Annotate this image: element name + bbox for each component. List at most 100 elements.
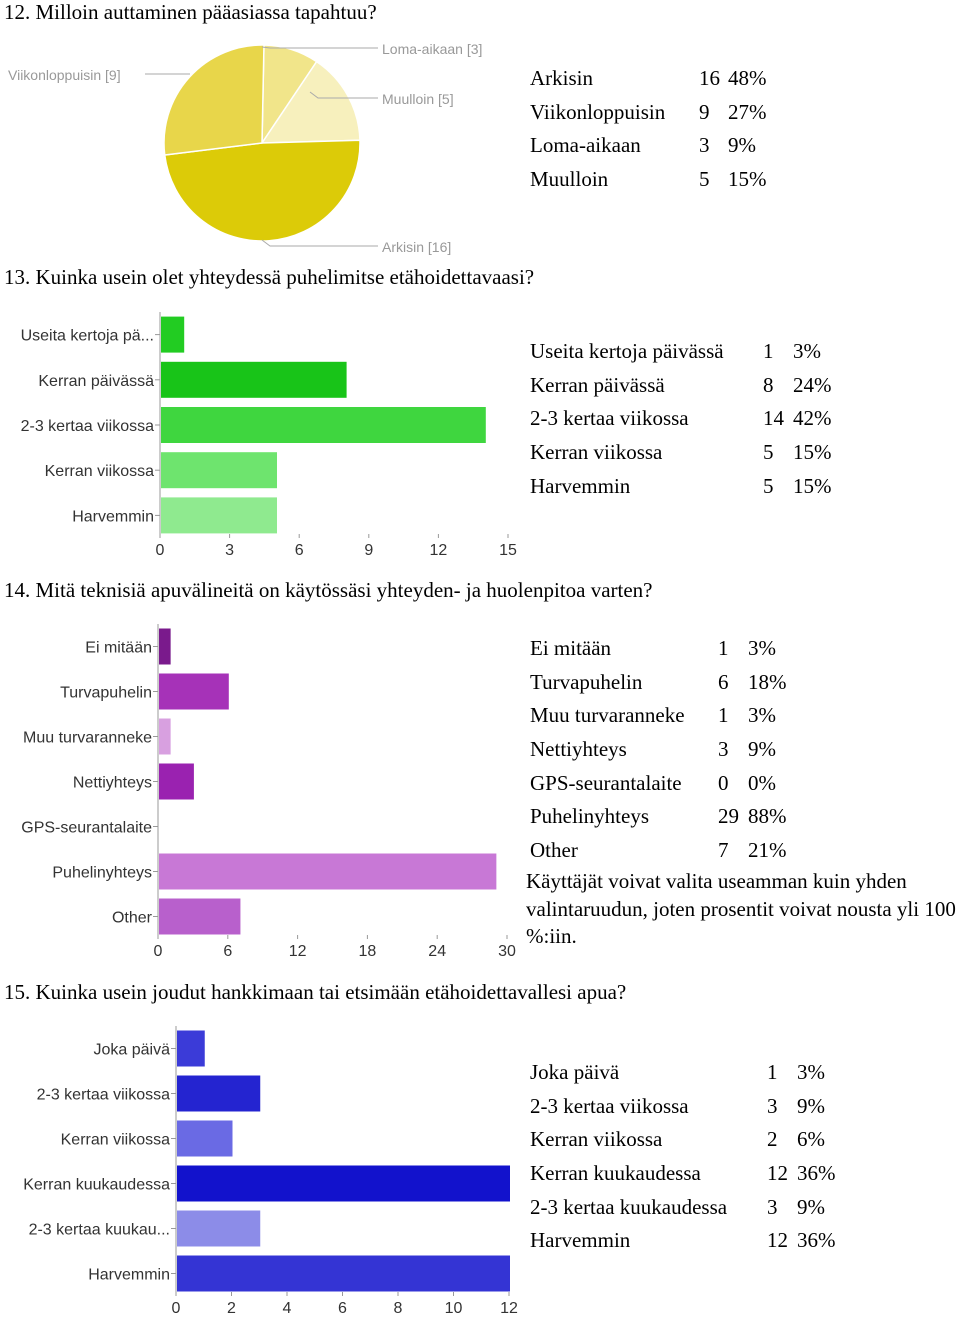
category-label: 2-3 kertaa kuukau...: [29, 1222, 170, 1239]
stat-label: Arkisin: [530, 66, 593, 90]
bar-13-0: [161, 316, 185, 353]
stat-label: Kerran kuukaudessa: [530, 1161, 701, 1186]
category-label: Harvemmin: [72, 508, 154, 525]
question-13-title: 13. Kuinka usein olet yhteydessä puhelim…: [4, 265, 535, 289]
bar-15-4: [177, 1210, 261, 1247]
bar-13-1: [161, 361, 347, 398]
stat-label: Turvapuhelin: [530, 669, 643, 694]
bar-14-5: [159, 853, 497, 890]
pie-slice-label: Viikonloppuisin [9]: [8, 67, 121, 83]
stat-count: 0: [718, 770, 729, 795]
category-label: Kerran viikossa: [61, 1132, 170, 1149]
question-14-title: 14. Mitä teknisiä apuvälineitä on käytös…: [4, 578, 653, 602]
stat-percent: 0%: [748, 770, 776, 795]
stat-count: 3: [767, 1194, 778, 1219]
stat-percent: 6%: [797, 1127, 825, 1152]
stat-label: Muulloin: [530, 167, 609, 192]
stat-percent: 36%: [797, 1228, 836, 1253]
x-tick-label: 2: [227, 1300, 236, 1317]
stat-percent: 18%: [748, 669, 787, 694]
bar-15-0: [177, 1030, 205, 1067]
stat-count: 3: [699, 133, 710, 158]
q14-multiselect-note: Käyttäjät voivat valita useamman kuin yh…: [526, 869, 956, 948]
stat-label: Kerran viikossa: [530, 1127, 663, 1152]
category-label: 2-3 kertaa viikossa: [21, 418, 154, 435]
x-tick-label: 9: [364, 542, 373, 559]
category-label: Other: [112, 910, 153, 927]
x-tick-label: 6: [295, 542, 304, 559]
bar-14-1: [159, 673, 229, 710]
stat-label: Other: [530, 838, 578, 863]
bar-13-3: [161, 452, 277, 489]
bar-14-0: [159, 628, 171, 665]
category-label: Turvapuhelin: [60, 685, 152, 702]
bar-13-4: [161, 497, 277, 534]
stat-percent: 15%: [793, 440, 832, 465]
stat-label: Nettiyhteys: [530, 737, 627, 762]
stat-percent: 36%: [797, 1161, 836, 1186]
stat-count: 8: [763, 372, 774, 397]
question-15-title: 15. Kuinka usein joudut hankkimaan tai e…: [4, 980, 627, 1004]
stat-percent: 9%: [748, 737, 776, 762]
stat-percent: 3%: [793, 339, 821, 363]
x-tick-label: 0: [156, 542, 165, 559]
stat-label: Harvemmin: [530, 473, 631, 498]
stat-percent: 88%: [748, 804, 787, 829]
category-label: Ei mitään: [85, 640, 152, 657]
stat-percent: 42%: [793, 406, 832, 431]
x-tick-label: 30: [498, 943, 516, 960]
category-label: Joka päivä: [94, 1042, 171, 1059]
stat-percent: 15%: [728, 167, 767, 192]
x-tick-label: 6: [338, 1300, 347, 1317]
category-label: 2-3 kertaa viikossa: [37, 1087, 170, 1104]
stat-count: 2: [767, 1127, 778, 1152]
stat-count: 12: [767, 1161, 788, 1186]
stat-label: 2-3 kertaa viikossa: [530, 1093, 689, 1118]
x-tick-label: 12: [289, 943, 307, 960]
bar-14-3: [159, 763, 194, 800]
stat-percent: 9%: [797, 1194, 825, 1219]
stat-percent: 3%: [748, 703, 776, 728]
stat-count: 5: [763, 440, 774, 465]
category-label: GPS-seurantalaite: [21, 820, 152, 837]
stat-count: 16: [699, 66, 720, 90]
stat-count: 5: [763, 473, 774, 498]
pie-slice-label: Muulloin [5]: [382, 91, 454, 107]
x-tick-label: 0: [154, 943, 163, 960]
stat-count: 14: [763, 406, 784, 431]
bar-14-6: [159, 898, 241, 935]
category-label: Kerran päivässä: [38, 373, 154, 390]
category-label: Harvemmin: [88, 1267, 170, 1284]
stat-count: 3: [767, 1093, 778, 1118]
stat-label: 2-3 kertaa kuukaudessa: [530, 1194, 728, 1219]
category-label: Kerran kuukaudessa: [23, 1177, 170, 1194]
stat-label: Kerran päivässä: [530, 372, 665, 397]
stat-count: 12: [767, 1228, 788, 1253]
stat-label: Joka päivä: [530, 1060, 620, 1084]
stat-count: 1: [718, 703, 729, 728]
x-tick-label: 10: [445, 1300, 463, 1317]
pie-slice-viikonloppuisin: [163, 44, 265, 156]
stat-label: GPS-seurantalaite: [530, 770, 682, 795]
stat-count: 1: [763, 339, 774, 363]
stat-count: 3: [718, 737, 729, 762]
pie-leader-line: [309, 91, 378, 99]
stat-label: 2-3 kertaa viikossa: [530, 406, 689, 431]
stat-count: 29: [718, 804, 739, 829]
stat-percent: 27%: [728, 99, 767, 124]
stat-percent: 15%: [793, 473, 832, 498]
stat-count: 6: [718, 669, 729, 694]
stat-label: Kerran viikossa: [530, 440, 663, 465]
pie-leader-line: [261, 46, 378, 49]
x-tick-label: 18: [359, 943, 377, 960]
question-12-title: 12. Milloin auttaminen pääasiassa tapaht…: [4, 0, 377, 24]
x-tick-label: 15: [499, 542, 517, 559]
stat-label: Harvemmin: [530, 1228, 631, 1253]
x-tick-label: 24: [428, 943, 446, 960]
stat-label: Viikonloppuisin: [530, 99, 666, 124]
stat-percent: 3%: [797, 1060, 825, 1084]
pie-slice-label: Loma-aikaan [3]: [382, 41, 482, 57]
stat-count: 7: [718, 838, 729, 863]
category-label: Muu turvaranneke: [23, 730, 152, 747]
